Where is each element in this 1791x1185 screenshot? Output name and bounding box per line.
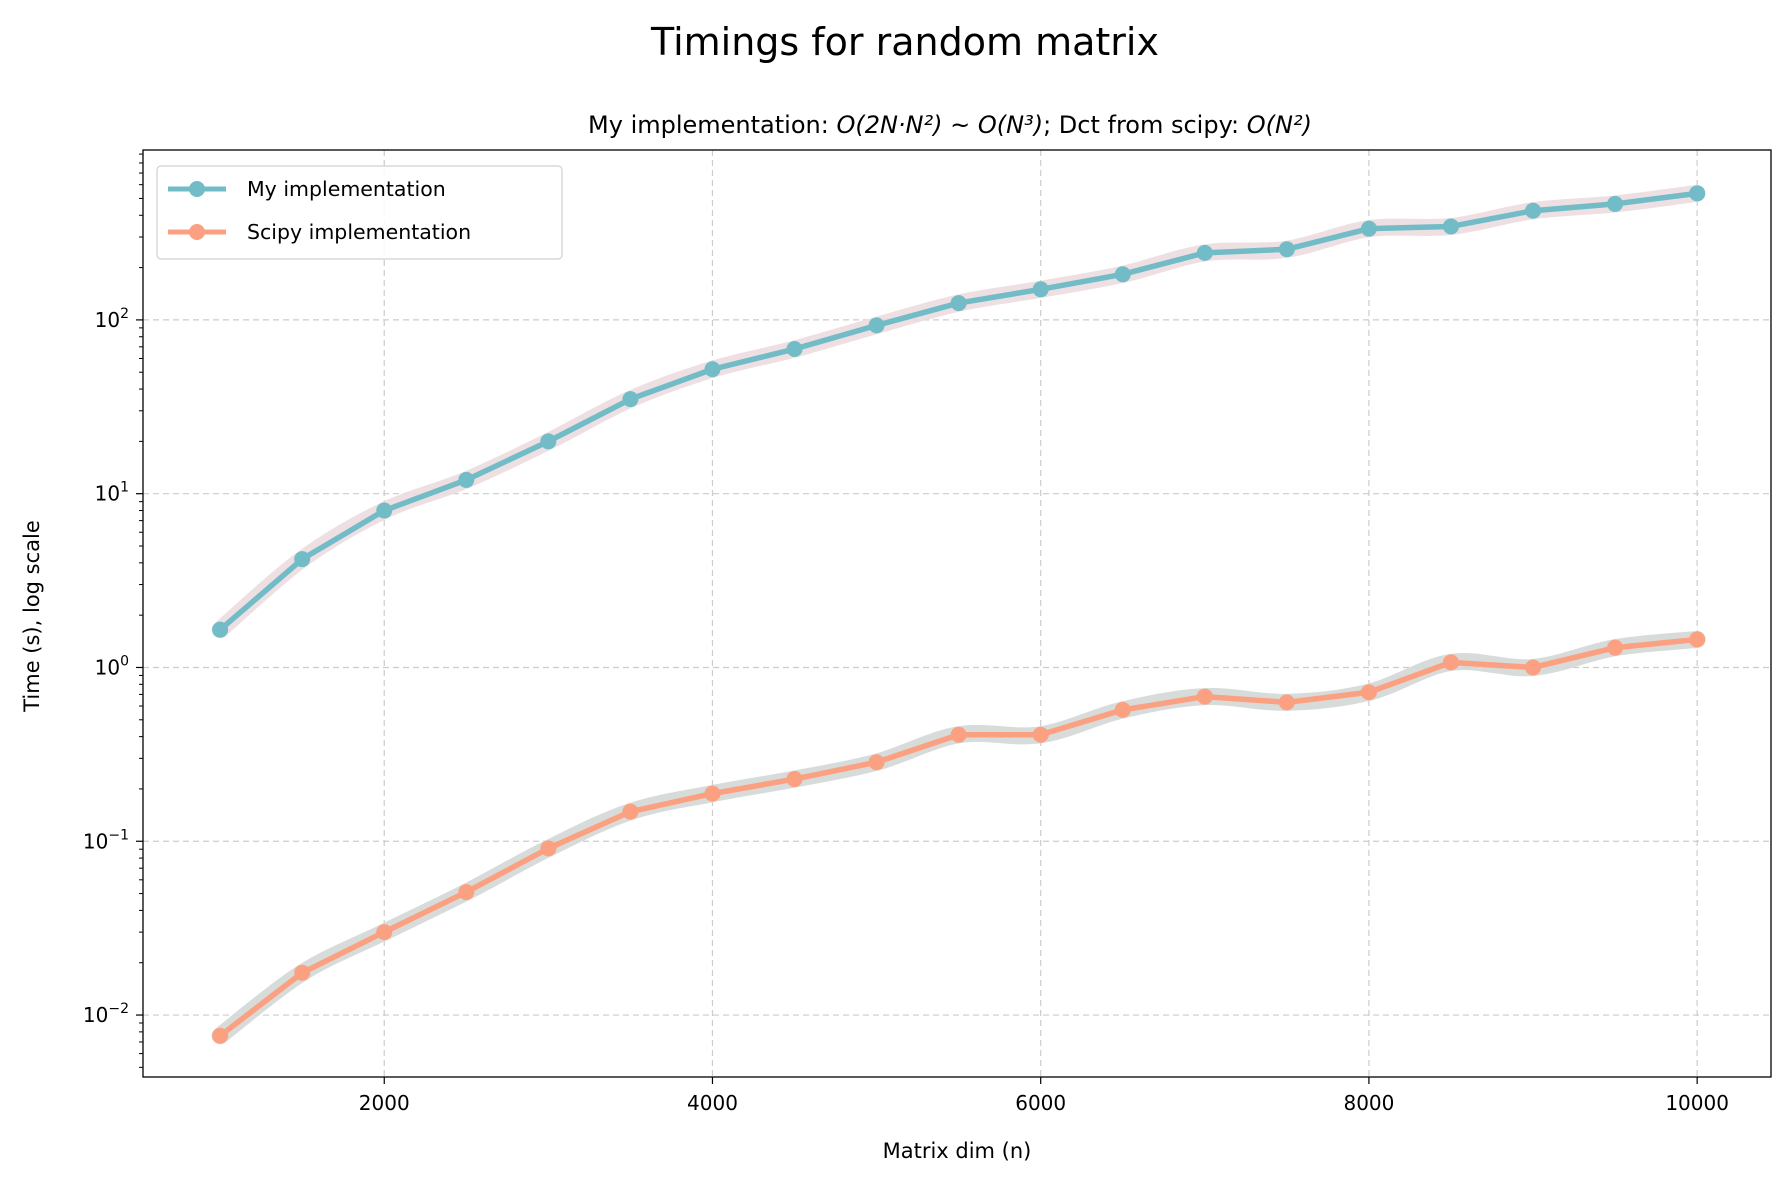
data-point-scipy-implementation xyxy=(1689,631,1706,648)
data-point-scipy-implementation xyxy=(1114,701,1131,718)
data-point-scipy-implementation xyxy=(376,924,393,941)
data-point-scipy-implementation xyxy=(1360,684,1377,701)
data-point-my-implementation xyxy=(622,391,639,408)
data-point-scipy-implementation xyxy=(1607,639,1624,656)
data-point-my-implementation xyxy=(458,471,475,488)
legend-label-scipy-implementation: Scipy implementation xyxy=(247,220,471,244)
chart-subtitle: My implementation: O(2N·N²) ~ O(N³); Dct… xyxy=(588,111,1312,139)
subtitle-scipy-complexity: O(N²) xyxy=(1247,111,1312,139)
subtitle-middle: ; Dct from scipy: xyxy=(1043,111,1247,139)
y-axis-ticks: 10−2 10−1 100 101 102 xyxy=(83,153,143,1068)
x-tick-label: 4000 xyxy=(687,1091,738,1115)
data-point-my-implementation xyxy=(1360,220,1377,237)
data-point-my-implementation xyxy=(950,295,967,312)
plot-frame xyxy=(142,149,1772,1078)
x-tick-label: 2000 xyxy=(359,1091,410,1115)
data-point-scipy-implementation xyxy=(868,754,885,771)
data-point-my-implementation xyxy=(294,551,311,568)
series-layer xyxy=(211,184,1706,1045)
data-point-my-implementation xyxy=(786,341,803,358)
legend-box xyxy=(156,165,563,260)
x-tick-label: 10000 xyxy=(1665,1091,1729,1115)
y-tick-label: 10−1 xyxy=(83,827,129,853)
y-tick-label: 102 xyxy=(95,306,129,332)
y-tick-label: 101 xyxy=(95,480,129,506)
data-point-my-implementation xyxy=(704,361,721,378)
data-point-my-implementation xyxy=(1689,185,1706,202)
data-point-scipy-implementation xyxy=(1032,726,1049,743)
y-axis-label: Time (s), log scale xyxy=(20,520,44,713)
data-point-scipy-implementation xyxy=(1525,659,1542,676)
x-axis-label: Matrix dim (n) xyxy=(883,1139,1032,1163)
legend: My implementation Scipy implementation xyxy=(156,165,563,260)
x-tick-label: 8000 xyxy=(1343,1091,1394,1115)
subtitle-prefix: My implementation: xyxy=(588,111,836,139)
data-point-scipy-implementation xyxy=(1278,694,1295,711)
x-tick-label: 6000 xyxy=(1015,1091,1066,1115)
data-point-scipy-implementation xyxy=(540,840,557,857)
subtitle-mine-complexity: O(2N·N²) ~ O(N³) xyxy=(836,111,1043,139)
series-scipy-implementation xyxy=(211,630,1706,1045)
data-point-my-implementation xyxy=(1032,281,1049,298)
data-point-my-implementation xyxy=(1525,202,1542,219)
y-tick-label: 10−2 xyxy=(83,1001,129,1027)
data-point-scipy-implementation xyxy=(1442,654,1459,671)
data-point-my-implementation xyxy=(540,433,557,450)
data-point-scipy-implementation xyxy=(212,1027,229,1044)
data-point-my-implementation xyxy=(376,502,393,519)
chart-title: Timings for random matrix xyxy=(650,20,1159,64)
y-tick-label: 100 xyxy=(95,653,129,679)
data-point-my-implementation xyxy=(212,621,229,638)
data-point-scipy-implementation xyxy=(950,726,967,743)
data-point-my-implementation xyxy=(1196,244,1213,261)
data-point-scipy-implementation xyxy=(1196,688,1213,705)
legend-marker-my-implementation xyxy=(189,181,205,197)
data-point-my-implementation xyxy=(1114,266,1131,283)
data-point-scipy-implementation xyxy=(786,771,803,788)
legend-label-my-implementation: My implementation xyxy=(247,177,446,201)
data-point-scipy-implementation xyxy=(704,785,721,802)
data-point-my-implementation xyxy=(1278,241,1295,258)
data-point-scipy-implementation xyxy=(458,884,475,901)
data-point-my-implementation xyxy=(1442,218,1459,235)
series-my-implementation xyxy=(211,184,1706,639)
data-point-scipy-implementation xyxy=(622,803,639,820)
data-point-my-implementation xyxy=(868,317,885,334)
data-point-scipy-implementation xyxy=(294,964,311,981)
legend-marker-scipy-implementation xyxy=(189,224,205,240)
x-axis-ticks: 2000 4000 6000 8000 10000 xyxy=(359,1077,1729,1115)
data-point-my-implementation xyxy=(1607,195,1624,212)
